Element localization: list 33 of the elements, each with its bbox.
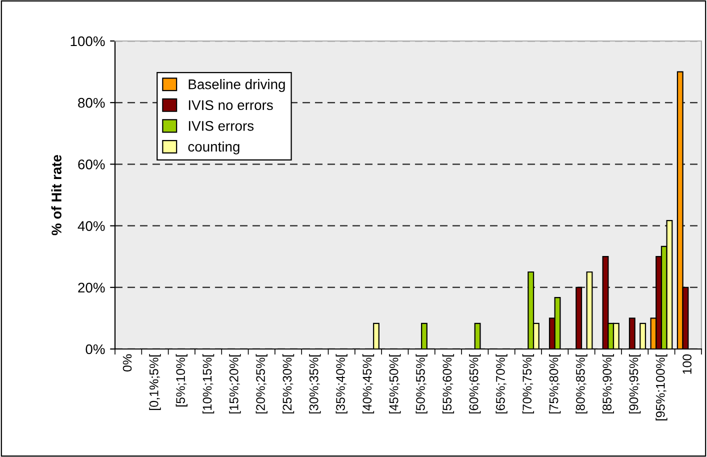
x-tick-label: [60%;65%[ <box>469 354 481 414</box>
legend-label: counting <box>188 141 240 154</box>
x-tick-label: [70%;75%[ <box>522 354 534 414</box>
legend-label: IVIS no errors <box>188 100 273 110</box>
y-tick-label: 0% <box>86 344 105 354</box>
x-tick-label: [80%;85%[ <box>576 354 588 414</box>
x-tick-label: [75%;80%[ <box>549 354 561 414</box>
legend-label: IVIS errors <box>188 121 254 131</box>
x-tick-label: [65%;70%[ <box>496 354 508 414</box>
y-tick-label: 80% <box>78 98 105 108</box>
x-tick-label: 0% <box>122 354 132 372</box>
x-tick-label: [35%;40%[ <box>336 354 348 414</box>
x-tick-label: [55%;60%[ <box>442 354 454 414</box>
x-tick-label: [25%;30%[ <box>282 354 294 414</box>
y-axis-title: % of Hit rate <box>51 154 62 236</box>
x-tick-label: [30%;35%[ <box>309 354 321 414</box>
legend-label: Baseline driving <box>188 79 285 92</box>
x-tick-label: [85%;90%[ <box>602 354 614 414</box>
x-tick-label: [90%;95%[ <box>628 354 641 414</box>
x-tick-label: [10%;15%[ <box>202 354 214 414</box>
y-tick-label: 20% <box>78 282 105 293</box>
y-tick-label: 60% <box>78 160 105 170</box>
x-tick-label: [15%;20%[ <box>229 354 241 414</box>
x-tick-label: [40%;45%[ <box>362 354 374 414</box>
y-tick-label: 100% <box>70 36 105 46</box>
x-tick-label: 100 <box>682 354 692 374</box>
x-tick-label: [45%;50%[ <box>389 354 401 414</box>
y-tick-label: 40% <box>78 221 105 231</box>
x-tick-label: [0,1%;5%[ <box>149 354 161 410</box>
x-tick-label: [5%;10%[ <box>176 354 188 406</box>
x-tick-label: [50%;55%[ <box>416 354 428 414</box>
x-tick-label: [95%;100%[ <box>656 354 668 420</box>
x-tick-label: [20%;25%[ <box>256 354 268 414</box>
